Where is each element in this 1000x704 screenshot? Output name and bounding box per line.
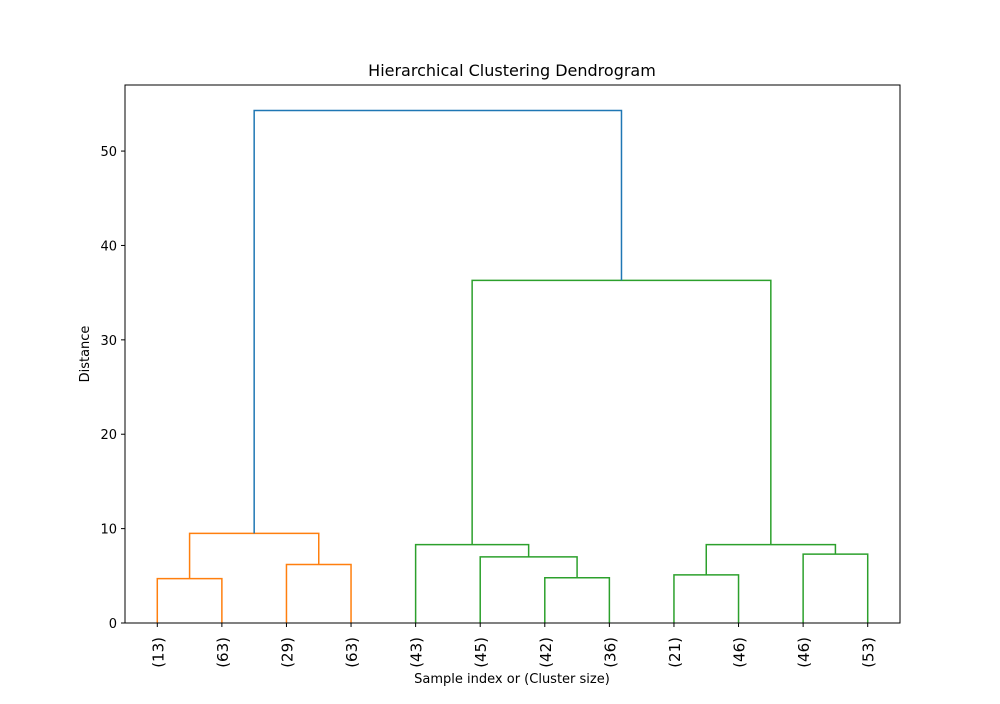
x-tick-label: (29) — [278, 637, 296, 668]
y-tick-label: 10 — [100, 523, 117, 538]
y-axis-label: Distance — [78, 326, 93, 383]
link — [285, 563, 352, 623]
x-tick-label: (46) — [795, 637, 813, 668]
x-tick-label: (63) — [214, 637, 232, 668]
x-tick-label: (45) — [472, 637, 490, 668]
y-tick-label: 30 — [100, 334, 117, 349]
x-tick-label: (13) — [149, 637, 167, 668]
link — [156, 577, 223, 623]
x-tick-label: (42) — [537, 637, 555, 668]
y-tick-label: 40 — [100, 239, 117, 254]
link — [414, 543, 530, 623]
link — [705, 543, 837, 575]
link — [253, 109, 623, 534]
link — [544, 576, 611, 623]
x-tick-label: (63) — [343, 637, 361, 668]
link — [471, 279, 772, 545]
x-tick-label: (43) — [408, 637, 426, 668]
y-tick-label: 50 — [100, 145, 117, 160]
x-tick-label: (36) — [601, 637, 619, 668]
y-tick-label: 0 — [109, 617, 117, 632]
x-axis-label: Sample index or (Cluster size) — [414, 672, 610, 687]
chart-title: Hierarchical Clustering Dendrogram — [368, 61, 656, 80]
link — [479, 556, 578, 623]
x-tick-label: (21) — [666, 637, 684, 668]
y-tick-label: 20 — [100, 428, 117, 443]
plot-frame — [124, 84, 901, 624]
x-tick-label: (46) — [731, 637, 749, 668]
x-tick-label: (53) — [860, 637, 878, 668]
